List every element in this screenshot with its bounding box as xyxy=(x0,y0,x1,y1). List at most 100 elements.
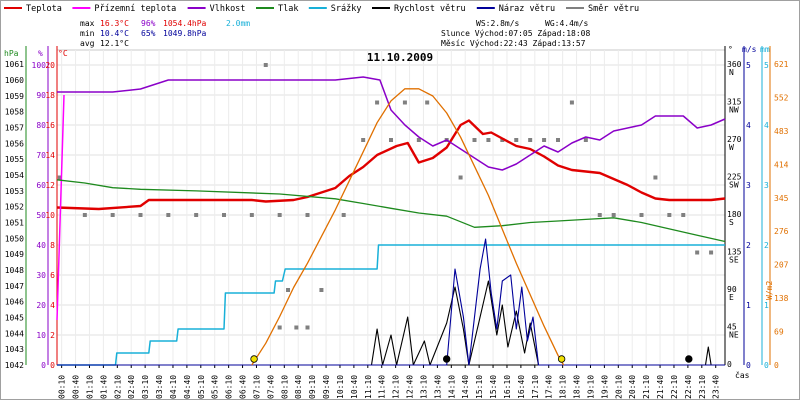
series-line-sr-ky xyxy=(57,244,725,366)
degc-tick-label: 8 xyxy=(50,241,55,250)
wind-direction-point xyxy=(389,138,393,142)
stat-min-temp: 10.4°C xyxy=(100,29,129,38)
wind-direction-point xyxy=(695,250,700,255)
hpa-tick-label: 1045 xyxy=(5,314,24,323)
pct-tick-label: 100 xyxy=(32,61,47,70)
hpa-tick-label: 1057 xyxy=(5,124,24,133)
wind-direction-point xyxy=(375,100,380,105)
degc-tick-label: 0 xyxy=(50,361,55,370)
wind-direction-point xyxy=(82,213,87,217)
x-tick-label: 14:40 xyxy=(461,375,470,399)
stat-max-press: 1054.4hPa xyxy=(163,19,207,28)
degc-tick-label: 20 xyxy=(45,61,55,70)
legend: Teplota Přízemní teplota Vlhkost Tlak Srážky… xyxy=(4,4,639,14)
stat-max-rain: 2.0mm xyxy=(226,19,250,28)
x-unit-label: čas xyxy=(735,370,750,380)
ms-tick-label: 1 xyxy=(746,301,751,310)
x-tick-label: 21:40 xyxy=(656,375,665,399)
legend-label: Vlhkost xyxy=(210,4,246,14)
info-wg: WG:4.4m/s xyxy=(545,19,589,28)
stat-min-press: 1049.8hPa xyxy=(163,29,207,38)
series-line-p-zemn-teplota xyxy=(56,94,65,321)
x-tick-label: 11:40 xyxy=(378,375,387,399)
wind-direction-point xyxy=(709,250,714,255)
chart-title: 11.10.2009 xyxy=(367,51,433,64)
wind-direction-point xyxy=(556,138,560,142)
moon-marker xyxy=(442,355,451,363)
stat-max-temp: 16.3°C xyxy=(100,19,129,28)
hpa-tick-label: 1055 xyxy=(5,155,24,164)
wind-direction-point xyxy=(361,138,366,142)
info-moon: Měsíc Východ:22:43 Západ:13:57 xyxy=(441,39,586,48)
legend-label: Teplota xyxy=(26,4,62,14)
dir-tick-compass: S xyxy=(729,218,734,227)
dir-tick-compass: W xyxy=(729,143,734,152)
x-tick-label: 03:40 xyxy=(155,375,164,399)
hpa-tick-label: 1049 xyxy=(5,250,24,259)
wind-direction-point xyxy=(639,213,644,217)
hpa-tick-label: 1047 xyxy=(5,282,24,291)
wind-direction-point xyxy=(667,213,672,217)
dir-tick-label: 225 xyxy=(727,173,742,182)
legend-label: Tlak xyxy=(278,4,298,14)
dir-tick-label: 360 xyxy=(727,60,742,69)
pct-tick-label: 20 xyxy=(36,301,46,310)
wind-direction-point xyxy=(402,100,407,105)
series-line-slune-n-z-en- xyxy=(251,88,565,366)
legend-label: Směr větru xyxy=(588,4,639,14)
hpa-axis-unit: hPa xyxy=(4,49,19,58)
legend-label: Náraz větru xyxy=(499,4,555,14)
ms-tick-label: 2 xyxy=(746,241,751,250)
degc-tick-label: 6 xyxy=(50,271,55,280)
wind-direction-point xyxy=(416,138,421,142)
x-tick-label: 07:40 xyxy=(266,375,275,399)
x-tick-label: 05:40 xyxy=(211,375,220,399)
x-tick-label: 06:10 xyxy=(225,375,234,399)
ms-tick-label: 3 xyxy=(746,181,751,190)
ms-tick-label: 0 xyxy=(746,361,751,370)
pct-tick-label: 0 xyxy=(41,361,46,370)
degc-tick-label: 2 xyxy=(50,331,55,340)
x-tick-label: 02:10 xyxy=(113,375,122,399)
wm2-tick-label: 345 xyxy=(774,194,789,203)
pct-tick-label: 30 xyxy=(36,271,46,280)
wm2-tick-label: 138 xyxy=(774,294,789,303)
hpa-tick-label: 1061 xyxy=(5,60,24,69)
pct-axis-unit: % xyxy=(38,49,43,58)
hpa-tick-label: 1052 xyxy=(5,203,24,212)
x-tick-label: 16:40 xyxy=(517,375,526,399)
x-tick-label: 09:10 xyxy=(308,375,317,399)
hpa-tick-label: 1044 xyxy=(5,329,24,338)
mm-tick-label: 1 xyxy=(764,301,769,310)
degc-axis-unit: °C xyxy=(58,49,68,58)
wind-direction-point xyxy=(138,213,143,217)
wind-direction-point xyxy=(500,138,505,142)
wind-direction-point xyxy=(305,213,310,217)
wind-direction-point xyxy=(277,213,282,217)
hpa-tick-label: 1051 xyxy=(5,219,24,228)
x-tick-label: 17:40 xyxy=(545,375,554,399)
x-tick-label: 06:40 xyxy=(239,375,248,399)
wm2-axis-unit: W/m2 xyxy=(765,281,774,300)
wm2-tick-label: 483 xyxy=(774,127,789,136)
pct-tick-label: 10 xyxy=(36,331,46,340)
hpa-tick-label: 1042 xyxy=(5,361,24,370)
degc-tick-label: 10 xyxy=(45,211,55,220)
hpa-tick-label: 1060 xyxy=(5,76,24,85)
x-tick-label: 11:10 xyxy=(364,375,373,399)
hpa-tick-label: 1053 xyxy=(5,187,24,196)
x-tick-label: 19:10 xyxy=(586,375,595,399)
x-tick-label: 12:10 xyxy=(392,375,401,399)
dir-tick-label: 135 xyxy=(727,248,742,257)
wm2-tick-label: 552 xyxy=(774,93,789,102)
x-tick-label: 22:10 xyxy=(670,375,679,399)
degc-tick-label: 18 xyxy=(45,91,55,100)
axes: 00:10 00:40 01:10 01:40 02:10 02:40 03:10 03:40… xyxy=(4,45,789,399)
wind-direction-point xyxy=(286,288,291,292)
wind-direction-point xyxy=(458,175,463,180)
wind-direction-point xyxy=(263,63,268,67)
wind-direction-point xyxy=(110,213,115,217)
stat-max-hum: 96% xyxy=(141,19,156,28)
mm-tick-label: 3 xyxy=(764,181,769,190)
x-tick-label: 01:10 xyxy=(85,375,94,399)
